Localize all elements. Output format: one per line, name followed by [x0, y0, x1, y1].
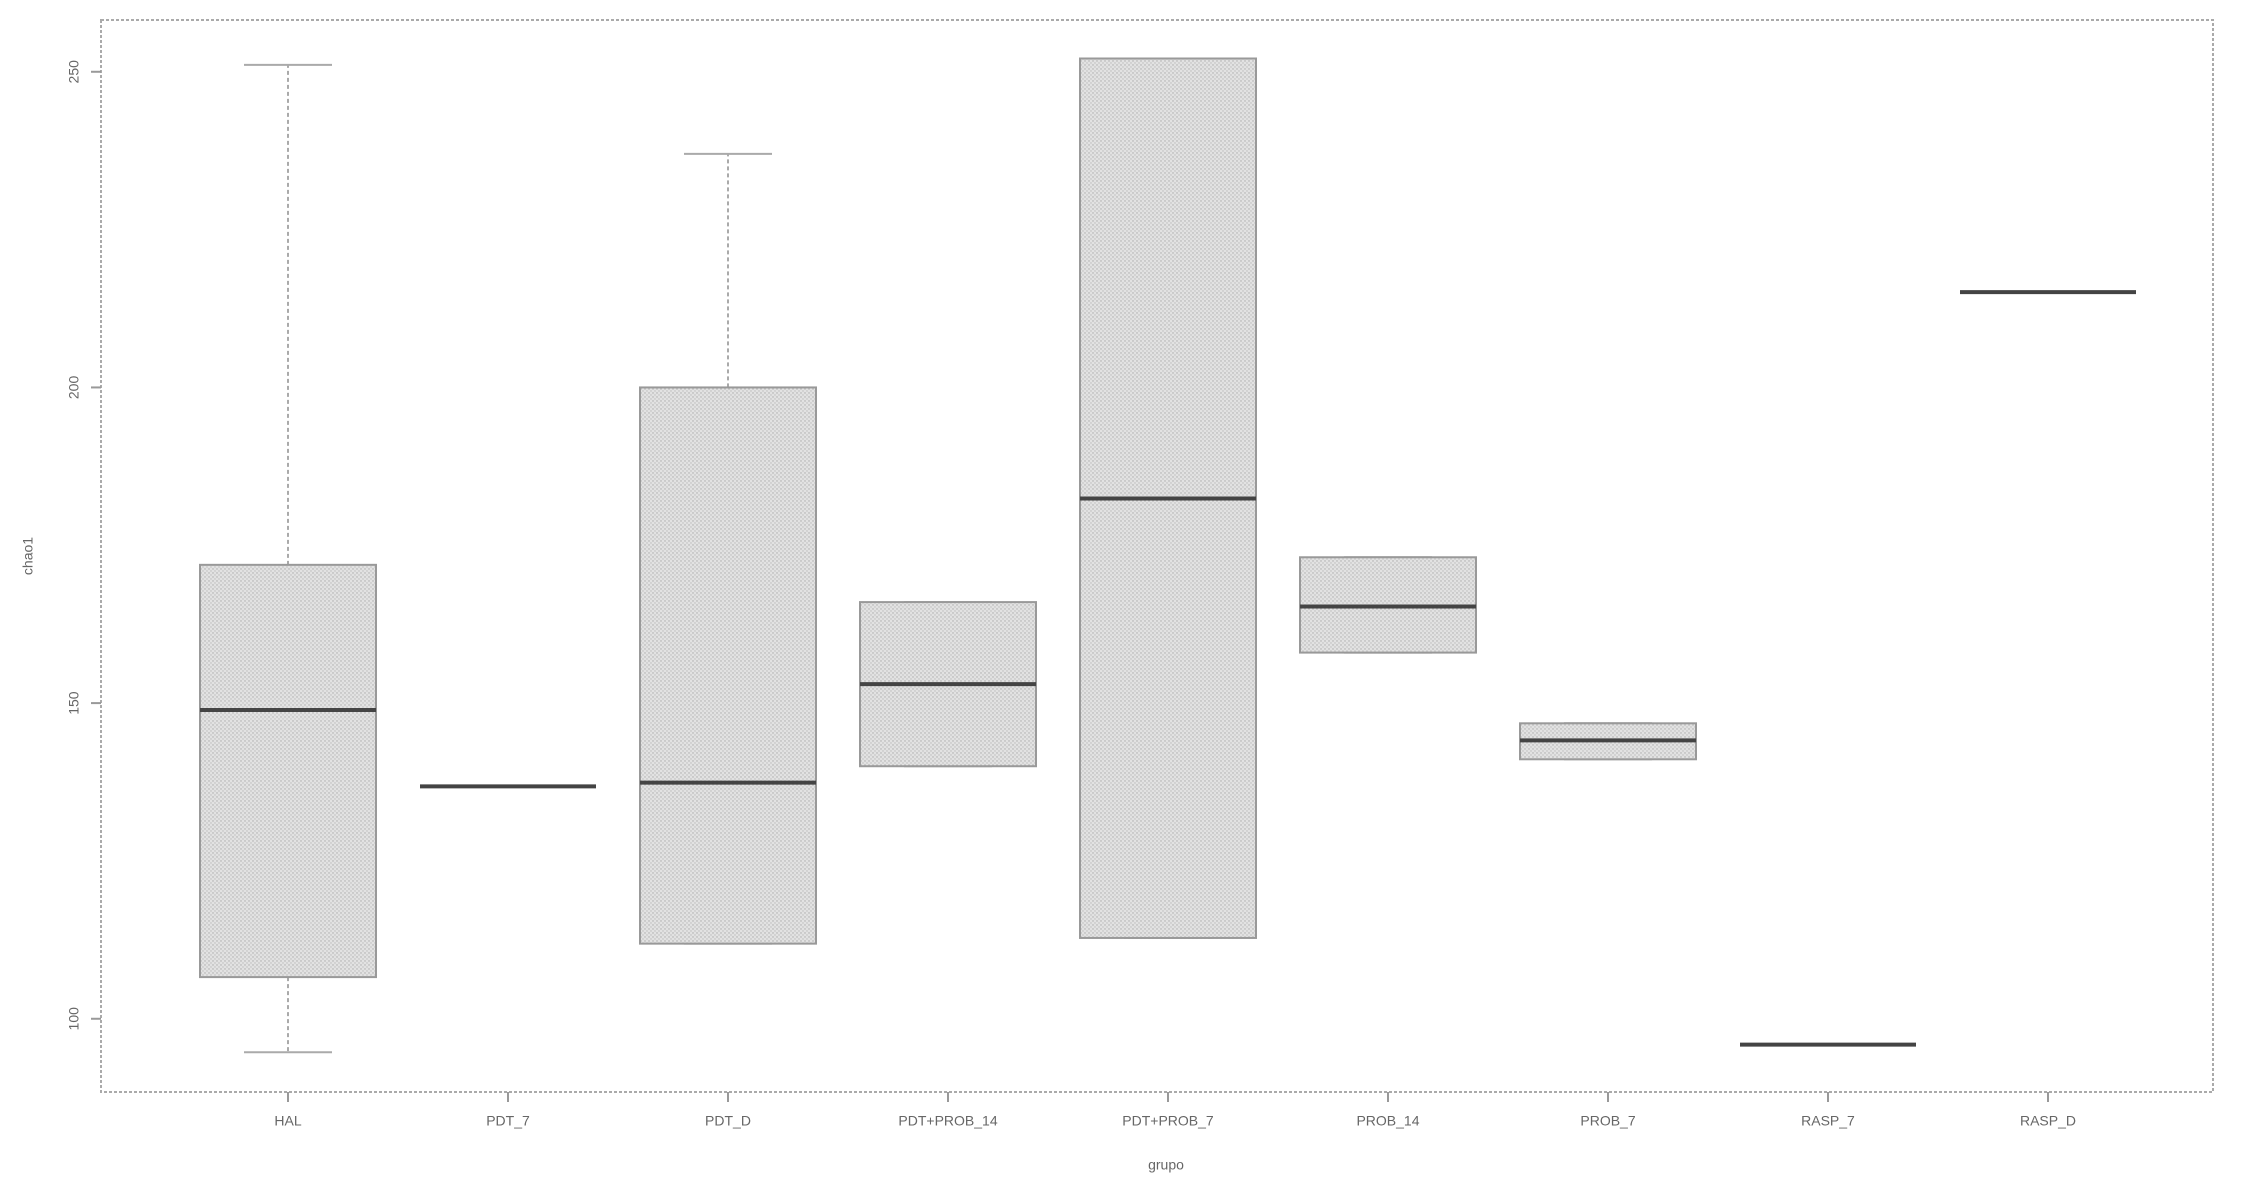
- box: [639, 386, 817, 945]
- x-tick-label: RASP_D: [2020, 1113, 2076, 1129]
- x-tick-label: PDT_D: [705, 1113, 751, 1129]
- x-tick-label: PDT_7: [486, 1113, 530, 1129]
- y-tick-label: 200: [66, 376, 82, 400]
- y-axis-label: chao1: [20, 537, 36, 575]
- x-axis-label: grupo: [1148, 1157, 1184, 1173]
- x-tick-label: PDT+PROB_7: [1122, 1113, 1214, 1129]
- y-tick-label: 250: [66, 60, 82, 84]
- plot-frame: [100, 19, 2214, 1093]
- x-tick-label: PROB_14: [1356, 1113, 1419, 1129]
- y-tick-label: 100: [66, 1007, 82, 1031]
- box: [199, 563, 377, 979]
- y-tick-label: 150: [66, 691, 82, 715]
- x-tick-label: PROB_7: [1580, 1113, 1635, 1129]
- x-tick-label: PDT+PROB_14: [898, 1113, 997, 1129]
- x-tick-label: RASP_7: [1801, 1113, 1855, 1129]
- x-tick-label: HAL: [274, 1113, 301, 1129]
